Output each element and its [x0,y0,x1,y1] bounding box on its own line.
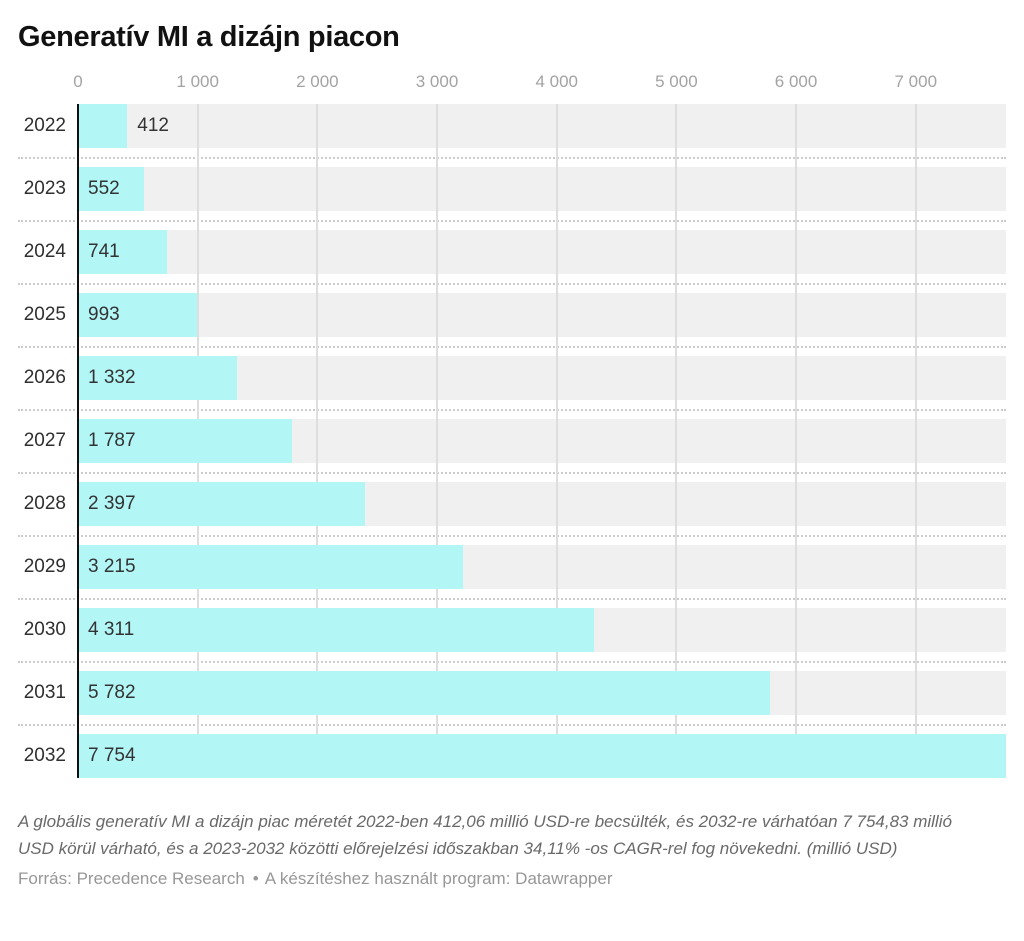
row-divider-line [18,220,1006,222]
row-divider-line [18,535,1006,537]
chart-page: Generatív MI a dizájn piacon 0 1 000 2 000… [0,16,1024,890]
x-axis-tick-label: 3 000 [415,72,459,91]
row-divider-line [18,661,1006,663]
tool-link[interactable]: Datawrapper [515,869,613,888]
row-label-2026: 2026 [23,367,66,388]
bar-value-label: 993 [88,304,120,325]
bar-2022 [78,104,128,148]
x-axis-tick-label: 7 000 [894,72,938,91]
source-label: Forrás: [18,869,72,888]
row-label-2032: 2032 [23,745,66,766]
bar-value-label: 3 215 [88,556,136,577]
chart-row-2022: 2022 412 [18,104,1006,148]
y-axis-line [77,104,79,778]
bar-value-label: 1 787 [88,430,136,451]
bar-2030 [78,608,594,652]
bar-value-label: 2 397 [88,493,136,514]
bar-track: 993 [78,293,1006,337]
row-divider [18,148,1006,167]
row-divider [18,589,1006,608]
row-label-2024: 2024 [23,241,66,262]
row-label-2022: 2022 [23,115,66,136]
bar-track: 5 782 [78,671,1006,715]
x-axis: 0 1 000 2 000 3 000 4 000 5 000 6 000 7 000 [73,68,1006,94]
bar-chart: 0 1 000 2 000 3 000 4 000 5 000 6 000 7 000 202… [18,68,1006,778]
chart-description: A globális generatív MI a dizájn piac mé… [18,812,952,858]
bar-track: 1 787 [78,419,1006,463]
bar-track: 3 215 [78,545,1006,589]
bar-2025 [78,293,197,337]
chart-row-2029: 2029 3 215 [18,545,1006,589]
bar-2031 [78,671,770,715]
row-divider-line [18,472,1006,474]
bar-2032 [78,734,1006,778]
bar-2026 [78,356,238,400]
row-divider [18,652,1006,671]
row-divider [18,463,1006,482]
bar-track: 741 [78,230,1006,274]
tool-label: A készítéshez használt program: [264,869,511,888]
row-divider [18,337,1006,356]
bar-track: 412 [78,104,1006,148]
chart-row-2023: 2023 552 [18,167,1006,211]
row-label-2029: 2029 [23,556,66,577]
bar-value-label: 1 332 [88,367,136,388]
row-divider [18,715,1006,734]
row-label-2030: 2030 [23,619,66,640]
x-axis-tick-label: 5 000 [655,72,698,91]
chart-row-2024: 2024 741 [18,230,1006,274]
chart-row-2032: 2032 7 754 [18,734,1006,778]
chart-row-2028: 2028 2 397 [18,482,1006,526]
row-divider-line [18,598,1006,600]
x-axis-tick-label: 4 000 [535,72,578,91]
row-divider [18,211,1006,230]
source-link[interactable]: Precedence Research [76,869,245,888]
row-label-2031: 2031 [23,682,66,703]
row-divider [18,400,1006,419]
bar-track: 2 397 [78,482,1006,526]
row-label-2027: 2027 [23,430,66,451]
chart-rows: 2022 412 2023 552 2024 741 2025 993 2026 1 332 202… [18,104,1006,778]
x-axis-tick-label: 1 000 [176,72,219,91]
row-label-2025: 2025 [23,304,66,325]
row-divider [18,274,1006,293]
bar-track: 1 332 [78,356,1006,400]
chart-title: Generatív MI a dizájn piacon [18,21,400,53]
chart-row-2027: 2027 1 787 [18,419,1006,463]
row-label-2023: 2023 [23,178,66,199]
bar-value-label: 412 [137,115,169,136]
row-divider-line [18,346,1006,348]
bar-2027 [78,419,292,463]
x-axis-tick-label: 2 000 [296,72,339,91]
chart-row-2031: 2031 5 782 [18,671,1006,715]
bar-2029 [78,545,463,589]
row-divider-line [18,409,1006,411]
footer-separator: • [252,869,259,888]
chart-row-2030: 2030 4 311 [18,608,1006,652]
row-divider-line [18,157,1006,159]
bar-value-label: 5 782 [88,682,136,703]
row-divider-line [18,724,1006,726]
bar-track: 7 754 [78,734,1006,778]
chart-footer: Forrás: Precedence Research • A készítéshe… [18,868,1006,890]
x-axis-tick-label: 6 000 [774,72,818,91]
bar-value-label: 741 [88,241,120,262]
row-label-2028: 2028 [23,493,66,514]
row-divider-line [18,283,1006,285]
row-divider [18,526,1006,545]
bar-2023 [78,167,145,211]
bar-value-label: 552 [88,178,120,199]
chart-row-2025: 2025 993 [18,293,1006,337]
x-axis-tick-label: 0 [73,72,83,91]
bar-track: 552 [78,167,1006,211]
bar-value-label: 7 754 [88,745,136,766]
bar-2024 [78,230,167,274]
chart-row-2026: 2026 1 332 [18,356,1006,400]
bar-value-label: 4 311 [88,619,135,640]
bar-track: 4 311 [78,608,1006,652]
